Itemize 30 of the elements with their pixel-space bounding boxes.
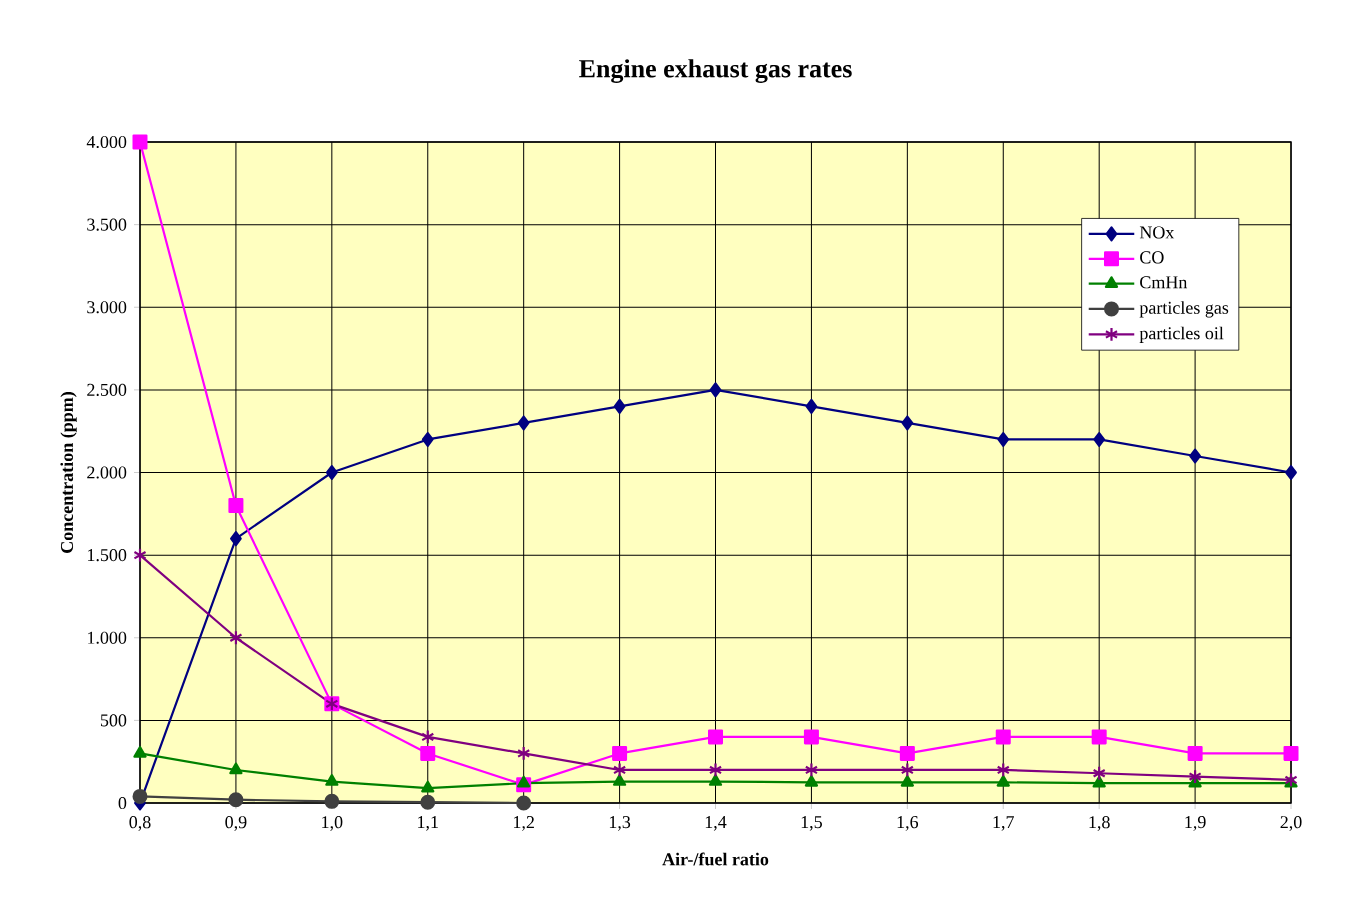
legend-label: particles oil xyxy=(1139,326,1224,343)
x-tick-label: 1,1 xyxy=(418,816,438,831)
x-tick-label: 1,4 xyxy=(705,816,727,831)
x-tick-label: 0,8 xyxy=(129,816,151,831)
x-tick-label: 1,7 xyxy=(993,816,1014,831)
y-tick-label: 3.000 xyxy=(87,301,127,314)
x-tick-label: 2,0 xyxy=(1280,816,1302,831)
x-tick-label: 1,2 xyxy=(513,816,534,831)
y-tick-label: 500 xyxy=(100,714,127,727)
x-tick-label: 1,3 xyxy=(609,816,631,831)
x-tick-label: 1,5 xyxy=(801,816,822,831)
y-tick-label: 1.500 xyxy=(88,549,127,562)
legend-label: particles gas xyxy=(1139,301,1229,318)
legend-label: NOx xyxy=(1139,226,1175,239)
y-tick-label: 2.500 xyxy=(87,383,127,396)
x-tick-label: 1,9 xyxy=(1185,816,1206,831)
legend-label: CmHn xyxy=(1140,276,1188,289)
y-tick-label: 3.500 xyxy=(87,218,127,231)
x-tick-label: 1,8 xyxy=(1089,816,1110,831)
x-axis-title: Air-/fuel ratio xyxy=(662,852,769,866)
y-tick-label: 4.000 xyxy=(86,135,127,149)
x-tick-label: 0,9 xyxy=(225,816,247,831)
y-tick-label: 1.000 xyxy=(88,631,127,644)
y-axis-title: Concentration (ppm) xyxy=(60,392,77,553)
y-tick-label: 2.000 xyxy=(87,466,127,479)
legend-label: CO xyxy=(1140,251,1164,264)
x-tick-label: 1,6 xyxy=(897,816,919,831)
y-tick-label: 0 xyxy=(118,796,127,810)
x-tick-label: 1,0 xyxy=(322,816,343,831)
chart-title: Engine exhaust gas rates xyxy=(579,59,852,83)
